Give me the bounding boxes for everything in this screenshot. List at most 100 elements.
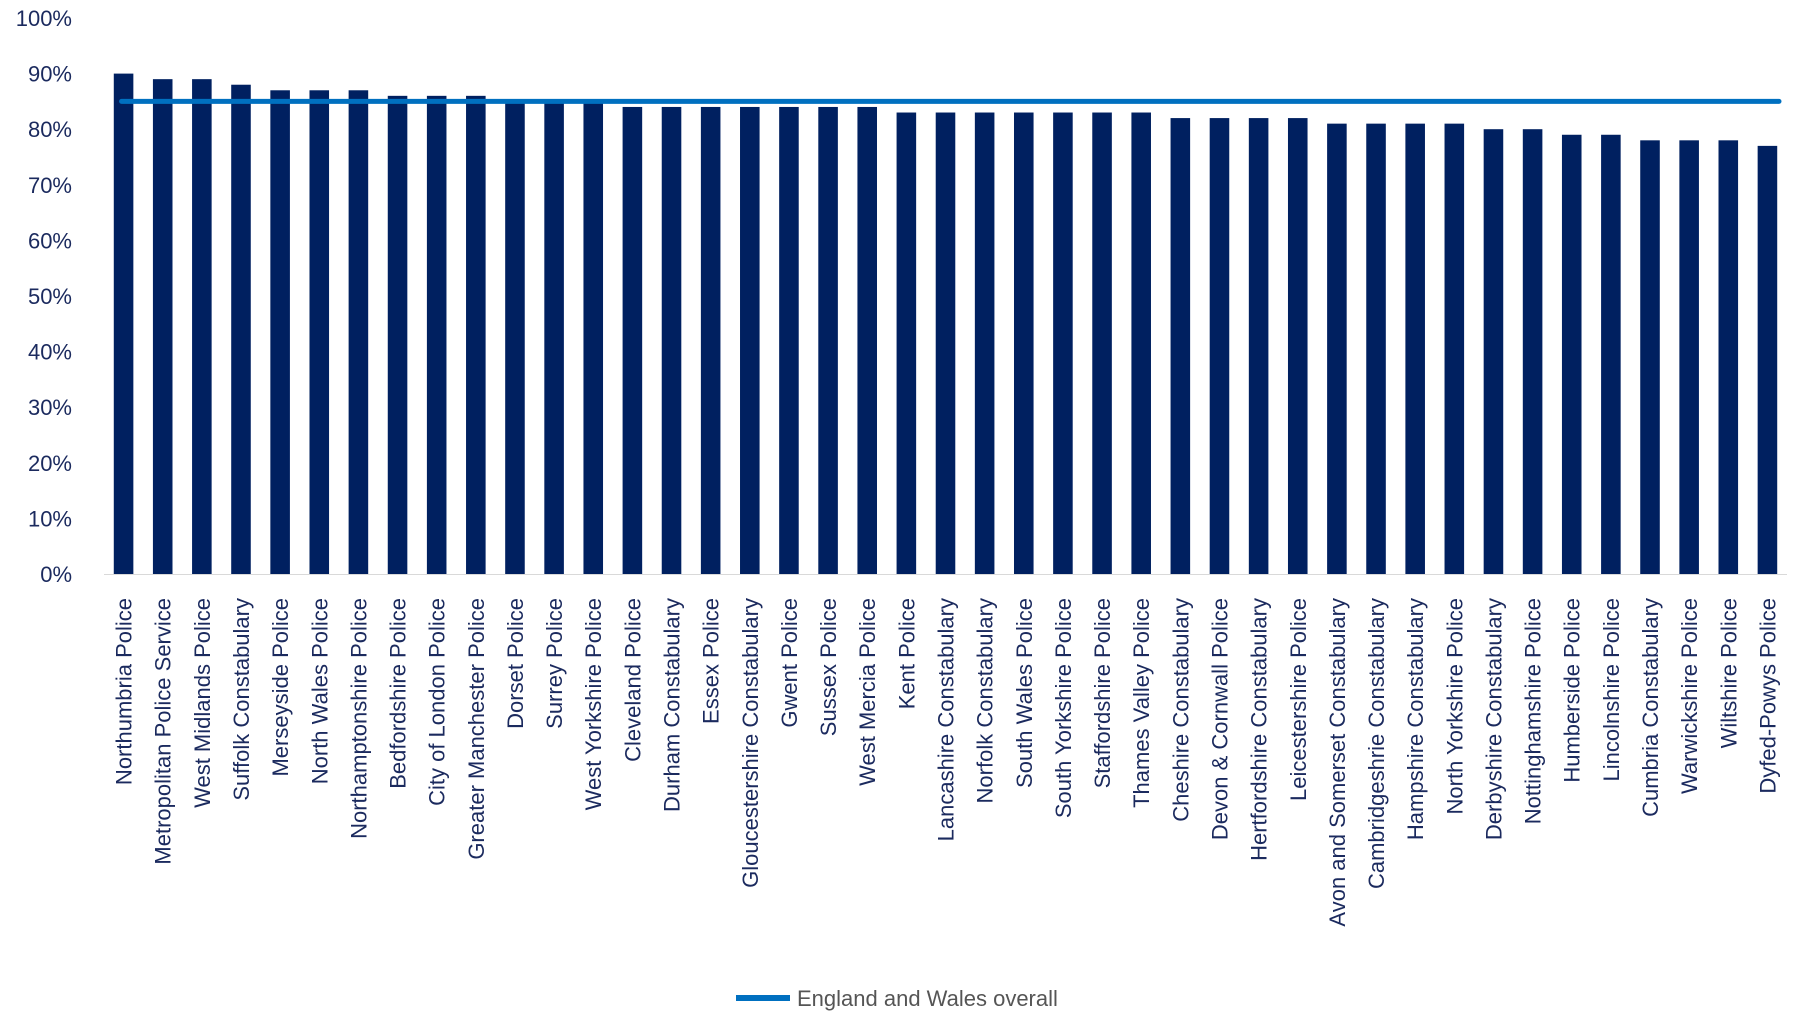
x-category-label: Humberside Police [1560,598,1585,783]
x-category-label: Staffordshire Police [1090,598,1115,788]
x-category-label: Wiltshire Police [1716,598,1741,748]
bar [974,112,995,575]
x-category-label: Devon & Cornwall Police [1207,598,1232,840]
x-category-label: Greater Manchester Police [464,598,489,860]
bar [1131,112,1151,575]
bar [466,95,486,574]
bar [1092,112,1112,575]
y-tick-label: 20% [28,451,72,476]
x-category-label: Dyfed-Powys Police [1755,598,1780,794]
bar [231,84,251,574]
y-tick-label: 100% [16,6,72,31]
category-labels: Northumbria Police Metropolitan Police Se… [112,598,1781,927]
bar [152,79,173,574]
bar [818,106,838,575]
y-tick-label: 30% [28,395,72,420]
x-category-label: Cumbria Constabulary [1638,598,1663,817]
x-category-label: Gwent Police [777,598,802,728]
x-category-label: Northumbria Police [112,598,137,785]
x-category-label: City of London Police [425,598,450,806]
bar [387,95,408,574]
x-category-label: Warwickshire Police [1677,598,1702,794]
bar [1640,140,1660,574]
bar [779,106,799,575]
bar [857,106,878,575]
y-tick-label: 70% [28,173,72,198]
x-category-label: West Mercia Police [855,598,880,786]
x-category-label: Derbyshire Constabulary [1481,598,1506,840]
bar [1444,123,1465,574]
bar [1327,123,1347,574]
x-category-label: Hampshire Constabulary [1403,598,1428,840]
y-tick-label: 10% [28,506,72,531]
x-category-label: Thames Valley Police [1129,598,1154,808]
bar [1522,129,1543,574]
x-category-label: Northamptonshire Police [346,598,371,839]
x-category-label: West Yorkshire Police [581,598,606,810]
x-category-label: North Wales Police [307,598,332,784]
bar [192,79,212,574]
x-category-label: Cambridgeshrie Constabulary [1364,598,1389,889]
bar [426,95,447,574]
x-category-label: Norfolk Constabulary [973,598,998,803]
bar [1013,112,1034,575]
legend-label: England and Wales overall [797,986,1058,1011]
bar [544,101,564,575]
bar [309,90,330,574]
y-tick-label: 90% [28,62,72,87]
x-category-label: Lancashire Constabulary [934,598,959,841]
x-category-label: South Yorkshire Police [1051,598,1076,818]
bar [740,106,760,575]
x-category-label: Essex Police [699,598,724,724]
x-category-label: Bedfordshire Police [386,598,411,789]
bar [505,101,525,575]
x-category-label: North Yorkshire Police [1442,598,1467,814]
bar [270,90,290,574]
x-category-label: Gloucestershire Constabulary [738,598,763,888]
x-category-label: Hertfordshire Constabulary [1247,598,1272,861]
bar [348,90,369,574]
bar [1757,145,1778,574]
x-category-label: Dorset Police [503,598,528,729]
x-category-label: Metropolitan Police Service [151,598,176,865]
x-category-label: Suffolk Constabulary [229,598,254,801]
bar [113,73,134,574]
bar [1170,118,1191,574]
x-category-label: Merseyside Police [268,598,293,777]
x-category-label: Cleveland Police [620,598,645,762]
bar [1053,112,1073,575]
x-category-label: Surrey Police [542,598,567,729]
bar [1561,134,1582,574]
bar [1248,118,1269,574]
bar [583,101,604,575]
bar [1366,123,1386,574]
y-tick-label: 80% [28,117,72,142]
y-tick-label: 0% [40,562,72,587]
x-category-label: Sussex Police [816,598,841,736]
x-category-label: Leicestershire Police [1286,598,1311,801]
bar [700,106,721,575]
bar [896,112,917,575]
bar [935,112,956,575]
bar [1679,140,1699,574]
bar [622,106,643,575]
y-tick-label: 50% [28,284,72,309]
legend: England and Wales overall [736,986,1058,1011]
x-category-label: West Midlands Police [190,598,215,808]
bar [1209,118,1230,574]
x-category-label: Cheshire Constabulary [1168,598,1193,822]
bar [1287,118,1308,574]
y-tick-label: 60% [28,228,72,253]
x-category-label: South Wales Police [1012,598,1037,788]
bars [113,73,1778,575]
x-category-label: Durham Constabulary [660,598,685,812]
x-category-label: Kent Police [894,598,919,709]
x-category-label: Avon and Somerset Constabulary [1325,598,1350,927]
x-category-label: Lincolnshire Police [1599,598,1624,781]
y-tick-label: 40% [28,340,72,365]
bar [1405,123,1425,574]
bar [1483,129,1504,574]
bar [1601,134,1621,574]
